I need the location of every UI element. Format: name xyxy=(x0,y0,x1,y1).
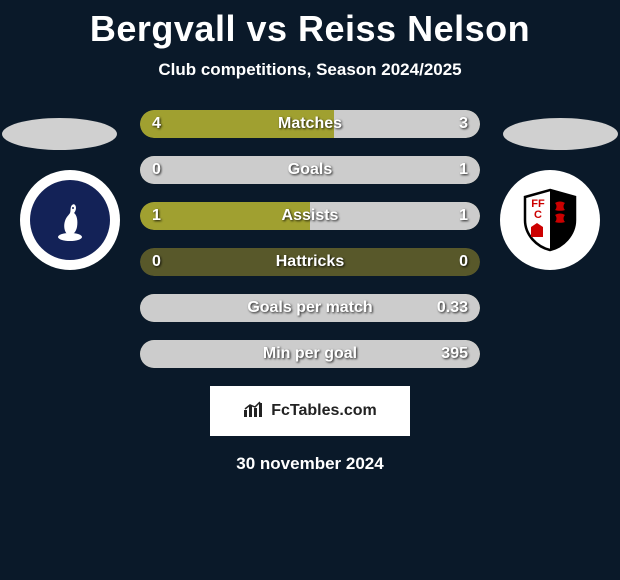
svg-text:C: C xyxy=(534,209,542,221)
player-shadow-left xyxy=(2,118,117,150)
stat-label: Min per goal xyxy=(140,340,480,368)
page-title: Bergvall vs Reiss Nelson xyxy=(0,0,620,50)
shield-icon: FF C xyxy=(515,185,585,255)
stat-value-right: 395 xyxy=(441,340,468,368)
stat-value-right: 0.33 xyxy=(437,294,468,322)
chart-icon xyxy=(243,400,265,423)
stat-value-right: 3 xyxy=(459,110,468,138)
stats-container: 4Matches30Goals11Assists10Hattricks0Goal… xyxy=(140,110,480,368)
stat-value-right: 1 xyxy=(459,202,468,230)
subtitle: Club competitions, Season 2024/2025 xyxy=(0,60,620,80)
date: 30 november 2024 xyxy=(0,454,620,474)
cockerel-icon xyxy=(45,195,95,245)
stat-row: 0Goals1 xyxy=(140,156,480,184)
comparison-area: FF C 4Matches30Goals11Assists10Hattricks… xyxy=(0,110,620,474)
team-logo-right: FF C xyxy=(500,170,600,270)
stat-row: 0Hattricks0 xyxy=(140,248,480,276)
watermark-text: FcTables.com xyxy=(271,402,377,420)
stat-value-right: 0 xyxy=(459,248,468,276)
stat-row: 1Assists1 xyxy=(140,202,480,230)
stat-row: Min per goal395 xyxy=(140,340,480,368)
stat-row: 4Matches3 xyxy=(140,110,480,138)
stat-label: Assists xyxy=(140,202,480,230)
stat-label: Goals xyxy=(140,156,480,184)
stat-label: Matches xyxy=(140,110,480,138)
stat-label: Hattricks xyxy=(140,248,480,276)
team-logo-left xyxy=(20,170,120,270)
team-logo-right-inner: FF C xyxy=(510,180,590,260)
player-shadow-right xyxy=(503,118,618,150)
stat-row: Goals per match0.33 xyxy=(140,294,480,322)
stat-label: Goals per match xyxy=(140,294,480,322)
watermark: FcTables.com xyxy=(210,386,410,436)
stat-value-right: 1 xyxy=(459,156,468,184)
team-logo-left-inner xyxy=(30,180,110,260)
